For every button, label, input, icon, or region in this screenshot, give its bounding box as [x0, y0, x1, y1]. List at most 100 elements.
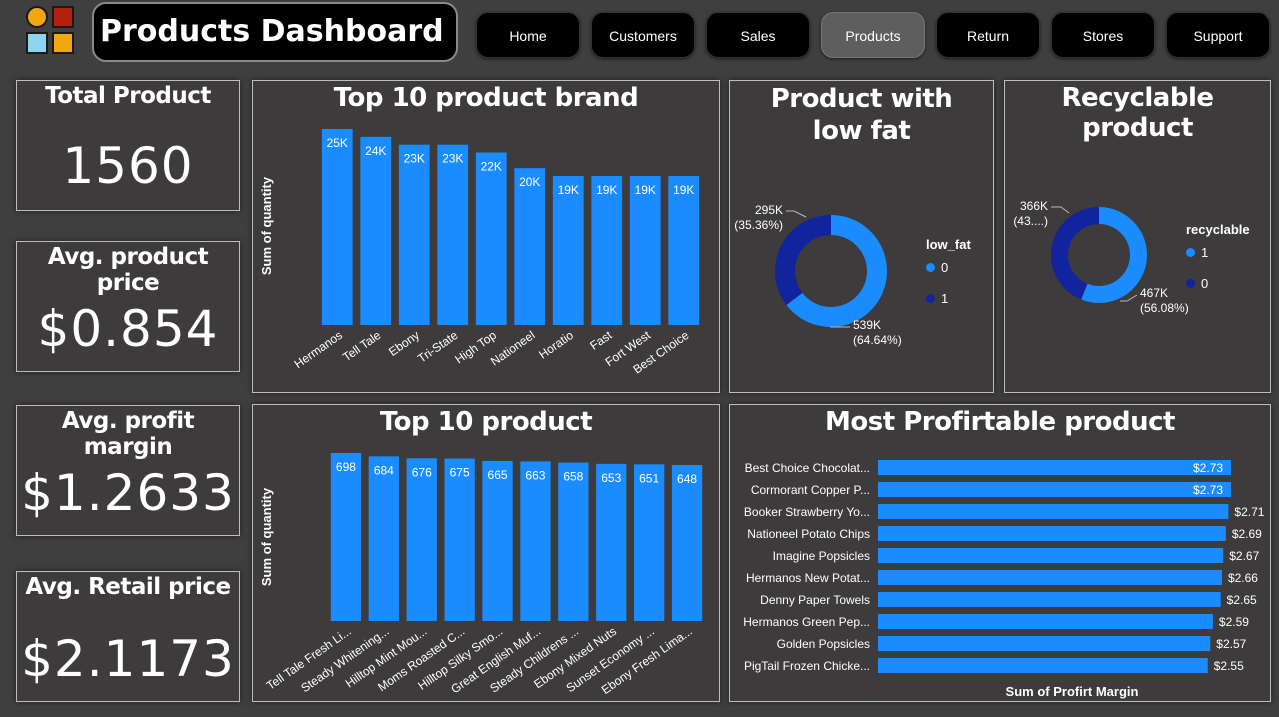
bar-8 — [878, 614, 1213, 629]
logo-red-square — [52, 6, 74, 28]
slice-value-label: 295K — [755, 203, 783, 217]
bar-4 — [437, 144, 469, 325]
data-label: $2.71 — [1234, 505, 1264, 519]
coin-icon — [26, 6, 48, 28]
bar-6 — [514, 168, 546, 325]
data-label: 19K — [558, 183, 579, 197]
recyclable-chart-panel: Recyclable product 467K (56.08%) 366K (43..… — [1004, 80, 1271, 393]
legend-item[interactable]: 1 — [926, 291, 971, 306]
chart-title: Top 10 product brand — [333, 83, 639, 113]
bar-8 — [591, 176, 623, 325]
page-title: Products Dashboard — [92, 2, 458, 62]
shopping-bag-icon — [52, 32, 74, 54]
data-label: $2.66 — [1228, 571, 1258, 585]
bar-4 — [878, 526, 1226, 541]
kpi-value: $1.2633 — [21, 464, 235, 522]
legend-dot — [1186, 279, 1195, 288]
bar-10 — [671, 465, 703, 621]
data-label: 653 — [601, 471, 621, 485]
bar-7 — [552, 176, 584, 325]
legend-item[interactable]: 0 — [1186, 276, 1250, 291]
nav-button-support[interactable]: Support — [1166, 12, 1270, 58]
legend-item[interactable]: 1 — [1186, 245, 1250, 260]
x-tick-label: Fast — [587, 328, 615, 353]
data-label: 665 — [488, 468, 508, 482]
leader-line — [786, 210, 807, 218]
data-label: 19K — [635, 183, 656, 197]
kpi-label: Avg. profit margin — [61, 408, 195, 460]
legend-dot — [926, 294, 935, 303]
y-tick-label: Cormorant Copper P... — [751, 483, 870, 497]
y-tick-label: Hermanos Green Pep... — [743, 615, 870, 629]
kpi-label: Avg. product price — [47, 244, 209, 296]
bar-2 — [368, 456, 400, 621]
nav-button-products[interactable]: Products — [821, 12, 925, 58]
leader-line — [1120, 294, 1138, 302]
data-label: 24K — [365, 144, 386, 158]
y-axis-label: Sum of quantity — [259, 487, 274, 586]
legend-label: 0 — [1201, 276, 1209, 291]
y-tick-label: PigTail Frozen Chicke... — [744, 659, 870, 673]
slice-0 — [786, 215, 887, 327]
nav-button-home[interactable]: Home — [476, 12, 580, 58]
slice-percent-label: (64.64%) — [853, 333, 902, 347]
recyclable-legend: recyclable 1 0 — [1186, 222, 1250, 307]
legend-item[interactable]: 0 — [926, 260, 971, 275]
x-tick-label: Horatio — [536, 328, 576, 362]
bar-7 — [558, 462, 589, 621]
data-label: 676 — [412, 465, 432, 479]
slice-0 — [1051, 207, 1099, 300]
brand-chart-panel: Top 10 product brand Sum of quantity 25K H… — [252, 80, 720, 393]
y-tick-label: Best Choice Chocolat... — [745, 461, 870, 475]
legend-dot — [926, 263, 935, 272]
kpi-label: Avg. Retail price — [25, 574, 231, 600]
data-label: 25K — [327, 136, 348, 150]
y-tick-label: Booker Strawberry Yo... — [744, 505, 870, 519]
data-label: $2.59 — [1219, 615, 1249, 629]
bar-9 — [629, 176, 661, 325]
data-label: $2.73 — [1193, 461, 1223, 475]
kpi-card-avg-profit-margin: Avg. profit margin $1.2633 — [16, 405, 240, 536]
kpi-value: $2.1173 — [21, 630, 235, 688]
slice-1 — [1081, 207, 1147, 303]
legend-label: 0 — [941, 260, 949, 275]
x-tick-label: Tri-State — [415, 328, 461, 366]
profit-chart-panel: Most Profirtable product Best Choice Cho… — [729, 404, 1271, 702]
x-axis-label: Sum of Profirt Margin — [1006, 684, 1139, 699]
nav-button-return[interactable]: Return — [936, 12, 1040, 58]
x-tick-label: Tell Tale — [340, 328, 384, 364]
profit-bar-chart: Best Choice Chocolat... $2.73 Cormorant Co… — [743, 460, 1265, 699]
kpi-card-avg-retail-price: Avg. Retail price $2.1173 — [16, 571, 240, 702]
lowfat-chart-panel: Product with low fat 539K (64.64%) 295K (35… — [729, 80, 994, 393]
bar-5 — [475, 152, 507, 325]
data-label: 698 — [336, 460, 356, 474]
kpi-value: $0.854 — [37, 300, 219, 358]
slice-1 — [775, 215, 831, 305]
bar-3 — [878, 504, 1229, 519]
nav-button-stores[interactable]: Stores — [1051, 12, 1155, 58]
y-tick-label: Imagine Popsicles — [773, 549, 870, 563]
legend-label: 1 — [941, 291, 949, 306]
bar-10 — [668, 176, 700, 325]
kpi-card-avg-product-price: Avg. product price $0.854 — [16, 241, 240, 372]
bar-5 — [878, 548, 1224, 563]
legend-title: low_fat — [926, 237, 971, 252]
kpi-label: Total Product — [45, 83, 211, 109]
data-label: 658 — [563, 470, 583, 484]
brand-bar-chart: Sum of quantity 25K Hermanos 24K Tell Tale 23… — [259, 129, 700, 377]
data-label: $2.57 — [1216, 637, 1246, 651]
bar-3 — [406, 458, 437, 621]
legend-dot — [1186, 248, 1195, 257]
nav-button-customers[interactable]: Customers — [591, 12, 695, 58]
data-label: 20K — [519, 175, 540, 189]
bar-1 — [878, 460, 1231, 475]
nav-button-sales[interactable]: Sales — [706, 12, 810, 58]
leader-line — [1051, 206, 1070, 214]
lowfat-legend: low_fat 0 1 — [926, 237, 971, 322]
bar-1 — [321, 129, 353, 325]
y-tick-label: Golden Popsicles — [777, 637, 870, 651]
bar-10 — [878, 658, 1208, 673]
slice-percent-label: (56.08%) — [1140, 301, 1189, 315]
chart-title: Recyclable product — [1061, 83, 1214, 143]
bar-8 — [596, 463, 627, 621]
